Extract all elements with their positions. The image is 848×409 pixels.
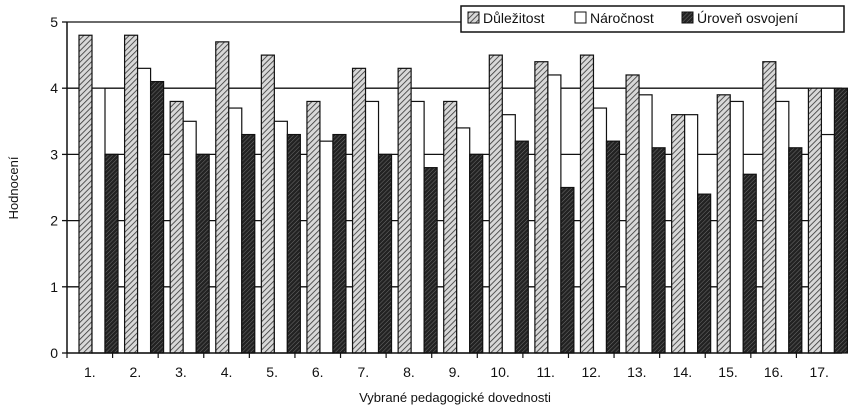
bar-16-series-3 [788,147,803,354]
bars-group [78,34,848,354]
bar-15-series-2 [729,100,744,354]
bar-3-series-2 [182,120,197,354]
x-tick-label: 8. [403,364,415,380]
bar-13-series-1 [625,74,640,354]
bar-11-series-2 [547,74,562,354]
bar-7-series-1 [351,67,367,354]
bar-14-series-2 [684,114,699,354]
bar-11-series-3 [560,186,575,354]
x-axis-title: Vybrané pedagogické dovednosti [359,390,551,405]
bar-5-series-3 [286,133,301,354]
x-tick-label: 16. [764,364,783,380]
bar-14-series-1 [671,114,686,354]
x-tick-label: 4. [221,364,233,380]
bar-12-series-1 [579,54,595,354]
bar-3-series-1 [169,100,184,354]
bar-6-series-1 [306,100,321,354]
bar-8-series-3 [423,167,438,354]
bar-2-series-2 [136,67,152,354]
axes [66,22,842,354]
legend-label-narocnost: Náročnost [590,10,654,26]
bar-13-series-3 [651,147,666,354]
legend: Důležitost Náročnost Úroveň osvojení [460,5,845,33]
bar-9-series-1 [443,100,458,354]
x-tick-label: 11. [536,364,554,380]
bar-5-series-1 [260,54,275,354]
bar-13-series-2 [638,94,653,354]
x-tick-label: 9. [449,364,461,380]
y-tick-label: 4 [50,80,58,96]
bar-17-series-3 [833,87,848,354]
bar-4-series-3 [241,133,256,354]
y-axis-title: Hodnocení [6,156,21,219]
x-tick-label: 12. [582,364,601,380]
bar-15-series-1 [716,94,731,354]
bar-10-series-1 [488,54,503,354]
bar-2-series-1 [123,34,139,354]
bar-14-series-3 [697,193,712,354]
y-tick-label: 5 [50,14,58,30]
x-tick-label: 6. [312,364,324,380]
y-ticks: 0 1 2 3 4 5 [50,14,67,361]
x-tick-label: 17. [809,364,828,380]
x-tick-label: 13. [627,364,646,380]
legend-swatch-narocnost [574,11,587,24]
bar-7-series-3 [377,153,393,354]
bar-6-series-3 [332,133,347,354]
bar-11-series-1 [534,61,549,354]
legend-label-dulezitost: Důležitost [483,10,545,26]
x-tick-label: 3. [175,364,187,380]
bar-17-series-2 [820,133,836,354]
bar-16-series-2 [775,100,790,354]
bar-12-series-2 [592,107,608,354]
x-tick-label: 1. [84,364,96,380]
y-tick-label: 0 [50,345,58,361]
bar-4-series-2 [228,107,243,354]
x-tick-label: 7. [357,364,369,380]
bar-7-series-2 [364,100,380,354]
bar-10-series-3 [514,140,529,354]
legend-swatch-uroven-osvojeni [681,11,694,24]
bar-3-series-3 [195,153,210,354]
bar-4-series-1 [215,41,230,354]
y-tick-label: 2 [50,213,58,229]
x-tick-label: 10. [490,364,509,380]
bar-6-series-2 [319,140,334,354]
legend-swatch-dulezitost [467,11,480,24]
legend-box [460,5,845,33]
x-tick-label: 14. [673,364,692,380]
bar-2-series-3 [149,80,165,354]
y-tick-label: 3 [50,146,58,162]
bar-15-series-3 [742,173,757,354]
bar-5-series-2 [273,120,288,354]
bar-17-series-1 [807,87,823,354]
bar-8-series-2 [410,100,425,354]
bar-1-series-3 [104,153,119,354]
x-tick-label: 15. [718,364,737,380]
bar-12-series-3 [605,140,621,354]
bar-10-series-2 [501,114,516,354]
x-tick-label: 2. [130,364,142,380]
x-ticks: 1. 2. 3. 4. 5. 6. 7. 8. 9. 10. 11. 12. 13. 14. 15. 16. 1… [66,353,829,380]
bar-16-series-1 [762,61,777,354]
bar-1-series-2 [91,87,106,354]
bar-1-series-1 [78,34,93,354]
legend-label-uroven-osvojeni: Úroveň osvojení [697,10,798,26]
bar-9-series-2 [456,127,471,354]
x-tick-label: 5. [266,364,278,380]
bar-9-series-3 [469,153,484,354]
bar-8-series-1 [397,67,412,354]
y-tick-label: 1 [50,279,58,295]
